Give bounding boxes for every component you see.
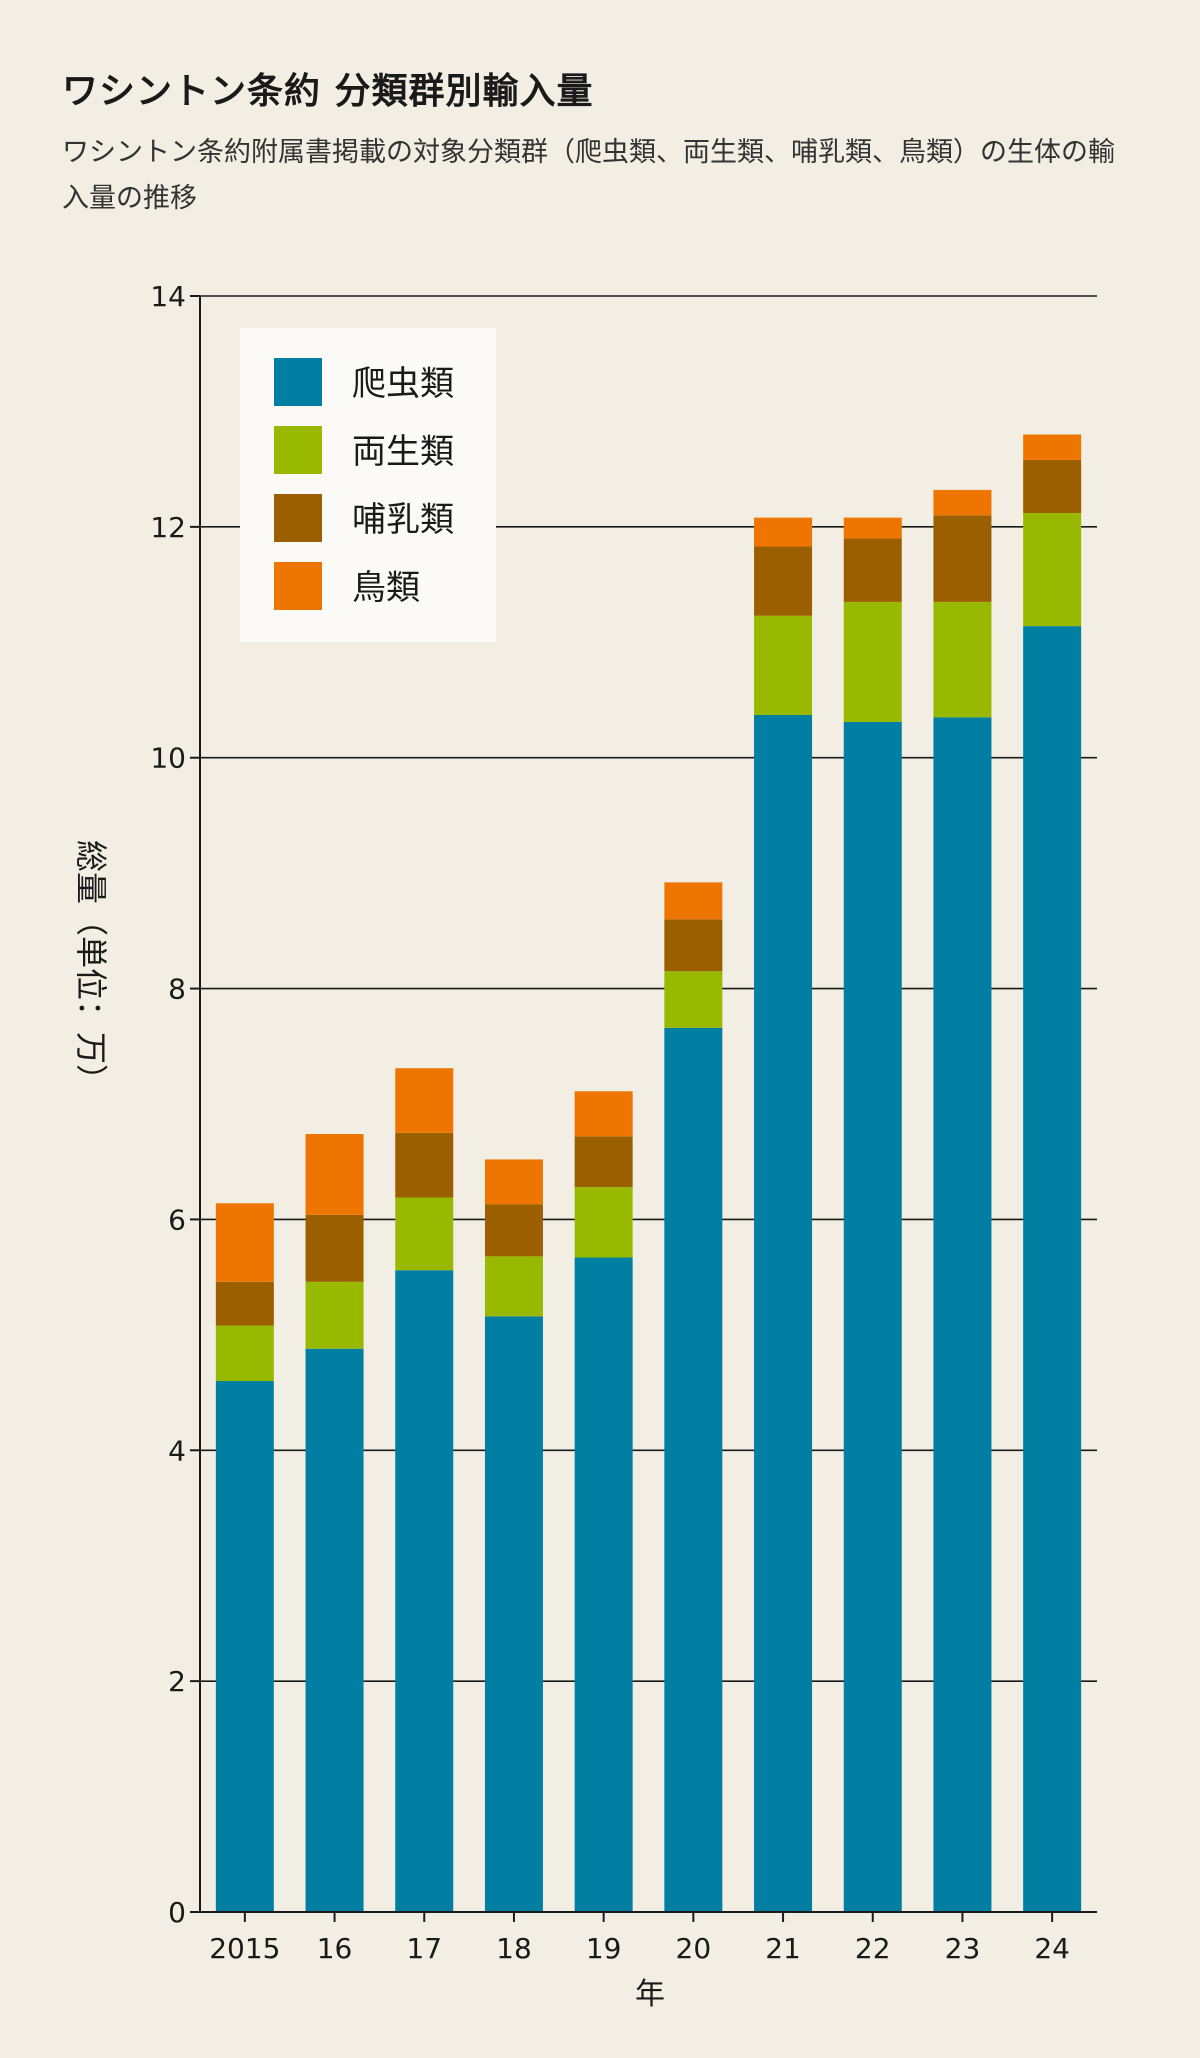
bar-segment (305, 1214, 364, 1282)
bar-segment (305, 1281, 364, 1349)
bar-segment (754, 517, 813, 547)
x-tick-label: 19 (586, 1932, 622, 1965)
bar-segment (215, 1203, 274, 1282)
x-axis-label: 年 (635, 1977, 665, 2012)
bar-segment (933, 601, 992, 718)
bar-segment (305, 1348, 364, 1912)
bar-segment (754, 715, 813, 1912)
bar-segment (664, 919, 723, 972)
bar-segment (843, 517, 902, 539)
bar-segment (754, 546, 813, 616)
legend-swatch (274, 426, 322, 474)
bar-segment (843, 721, 902, 1913)
legend-swatch (274, 494, 322, 542)
bar-segment (574, 1136, 633, 1188)
x-tick-label: 24 (1034, 1932, 1070, 1965)
y-axis-label: 総量（単位：万） (72, 840, 110, 1096)
bar-segment (843, 538, 902, 602)
bar-segment (395, 1197, 454, 1271)
y-tick-label: 0 (168, 1896, 186, 1929)
legend-label: 哺乳類 (352, 500, 454, 540)
y-tick-label: 12 (150, 511, 186, 544)
chart-title: ワシントン条約 分類群別輸入量 (62, 71, 594, 112)
legend-label: 鳥類 (352, 568, 420, 608)
bar-segment (484, 1316, 543, 1912)
bar-segment (215, 1325, 274, 1382)
legend-swatch (274, 358, 322, 406)
bar-segment (754, 615, 813, 716)
bar-segment (664, 1027, 723, 1912)
chart-subtitle: ワシントン条約附属書掲載の対象分類群（爬虫類、両生類、哺乳類、鳥類）の生体の輸入… (62, 137, 1115, 214)
x-tick-label: 18 (496, 1932, 532, 1965)
legend-label: 爬虫類 (352, 364, 454, 404)
x-tick-label: 21 (765, 1932, 801, 1965)
y-tick-label: 6 (168, 1203, 186, 1236)
bar-segment (215, 1281, 274, 1326)
bar-segment (395, 1068, 454, 1133)
y-tick-label: 14 (150, 280, 186, 313)
bar-segment (574, 1091, 633, 1137)
x-tick-label: 20 (676, 1932, 712, 1965)
bar-segment (664, 971, 723, 1028)
y-tick-label: 2 (168, 1665, 186, 1698)
bar-segment (933, 717, 992, 1913)
bar-segment (1023, 626, 1082, 1912)
bar-segment (933, 515, 992, 602)
y-tick-label: 4 (168, 1434, 186, 1467)
x-tick-label: 23 (945, 1932, 981, 1965)
legend-label: 両生類 (352, 432, 454, 472)
bar-segment (484, 1204, 543, 1257)
bar-segment (574, 1257, 633, 1912)
x-tick-label: 2015 (209, 1932, 280, 1965)
bar-segment (1023, 513, 1082, 627)
bar-segment (305, 1134, 364, 1215)
bar-segment (664, 882, 723, 920)
bar-segment (484, 1159, 543, 1205)
bar-segment (1023, 434, 1082, 460)
bar-segment (933, 489, 992, 516)
x-tick-label: 17 (406, 1932, 442, 1965)
legend-swatch (274, 562, 322, 610)
bar-segment (215, 1381, 274, 1912)
bar-segment (484, 1256, 543, 1317)
bar-segment (1023, 459, 1082, 514)
bar-segment (395, 1132, 454, 1198)
bar-segment (843, 601, 902, 722)
bar-segment (574, 1187, 633, 1258)
y-tick-label: 10 (150, 742, 186, 775)
y-tick-label: 8 (168, 973, 186, 1006)
bar-segment (395, 1270, 454, 1912)
x-tick-label: 22 (855, 1932, 891, 1965)
x-tick-label: 16 (317, 1932, 353, 1965)
